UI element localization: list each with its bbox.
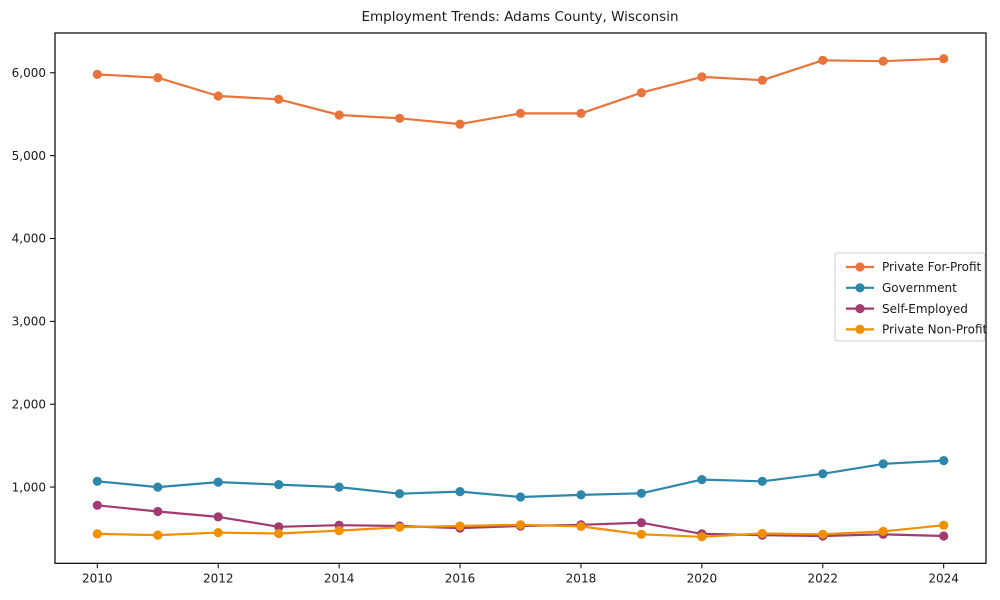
data-point-private-for-profit (395, 113, 405, 123)
data-point-government (939, 456, 949, 466)
x-axis-tick-label: 2020 (687, 571, 718, 585)
legend-box (834, 252, 986, 342)
data-point-government (636, 488, 647, 498)
data-point-private-non-profit (213, 528, 223, 538)
x-axis-tick-label: 2024 (928, 571, 959, 585)
data-point-government (878, 459, 888, 469)
data-point-private-for-profit (939, 54, 949, 64)
x-axis-tick-label: 2014 (324, 571, 355, 585)
data-point-private-non-profit (636, 529, 647, 539)
legend-entry-label-private-non-profit: Private Non-Profit (882, 323, 988, 337)
legend-entry-label-self-employed: Self-Employed (882, 302, 968, 316)
data-point-government (395, 489, 405, 499)
data-point-private-for-profit (576, 108, 586, 118)
y-axis-tick-label: 4,000 (12, 232, 46, 246)
data-point-self-employed (213, 512, 223, 522)
data-point-government (757, 476, 767, 486)
x-axis-tick-label: 2016 (445, 571, 476, 585)
y-axis-tick-label: 3,000 (12, 315, 46, 329)
legend: Private For-Profit Government Self-Employe… (834, 252, 988, 342)
data-point-private-non-profit (697, 532, 707, 542)
data-point-private-for-profit (274, 94, 284, 104)
y-axis-tick-label: 1,000 (12, 480, 46, 494)
data-point-government (274, 480, 284, 490)
data-point-private-non-profit (818, 529, 828, 539)
data-point-private-for-profit (455, 119, 465, 129)
data-point-private-non-profit (395, 522, 405, 532)
data-point-self-employed (274, 522, 284, 532)
data-point-self-employed (153, 506, 163, 517)
x-axis-tick-label: 2022 (807, 571, 838, 585)
data-point-government (455, 487, 465, 497)
legend-marker-dot-private-for-profit (855, 262, 865, 272)
data-point-private-for-profit (697, 72, 707, 82)
data-point-private-for-profit (92, 69, 102, 79)
data-point-government (334, 482, 344, 492)
data-point-private-for-profit (515, 108, 526, 118)
x-axis-tick-label: 2012 (203, 571, 234, 585)
x-axis-tick-label: 2010 (82, 571, 113, 585)
data-point-private-for-profit (818, 55, 828, 65)
chart-title: Employment Trends: Adams County, Wiscons… (361, 9, 678, 25)
data-point-private-for-profit (878, 56, 888, 66)
axes-frame (54, 32, 987, 564)
data-point-private-non-profit (878, 526, 888, 537)
data-point-private-for-profit (213, 91, 223, 101)
data-point-private-for-profit (334, 110, 344, 120)
data-point-government (213, 477, 223, 487)
data-point-government (818, 469, 828, 479)
data-point-private-non-profit (334, 526, 344, 536)
legend-marker-dot-government (855, 283, 865, 293)
data-point-private-non-profit (455, 521, 465, 531)
legend-entry-label-government: Government (882, 281, 957, 295)
legend-entry-label-private-for-profit: Private For-Profit (882, 260, 982, 274)
data-point-private-non-profit (939, 520, 949, 530)
data-point-private-non-profit (576, 521, 586, 532)
data-point-private-non-profit (274, 528, 284, 539)
legend-marker-dot-self-employed (855, 304, 865, 314)
data-point-self-employed (92, 500, 102, 510)
y-axis-tick-label: 2,000 (12, 397, 46, 411)
data-point-private-non-profit (757, 528, 767, 539)
data-point-private-non-profit (153, 530, 163, 540)
series-line-government (96, 459, 945, 499)
data-point-private-for-profit (153, 73, 163, 83)
x-axis-tick-label: 2018 (566, 571, 597, 585)
data-point-government (576, 490, 586, 500)
data-point-government (697, 475, 707, 485)
plot-area: 2010 2012 2014 2016 2018 2020 2022 2024 1,000 2,0… (12, 32, 987, 585)
data-point-private-non-profit (92, 529, 102, 539)
y-axis-tick-label: 6,000 (12, 66, 46, 80)
data-point-private-for-profit (636, 88, 647, 98)
data-point-private-non-profit (515, 520, 526, 530)
data-point-self-employed (939, 531, 949, 541)
legend-marker-dot-private-non-profit (855, 324, 865, 334)
y-axis-tick-label: 5,000 (12, 149, 46, 163)
data-point-government (515, 492, 526, 502)
data-point-government (153, 482, 163, 492)
data-point-government (92, 476, 102, 486)
data-point-self-employed (636, 518, 647, 528)
data-point-private-for-profit (757, 75, 767, 85)
